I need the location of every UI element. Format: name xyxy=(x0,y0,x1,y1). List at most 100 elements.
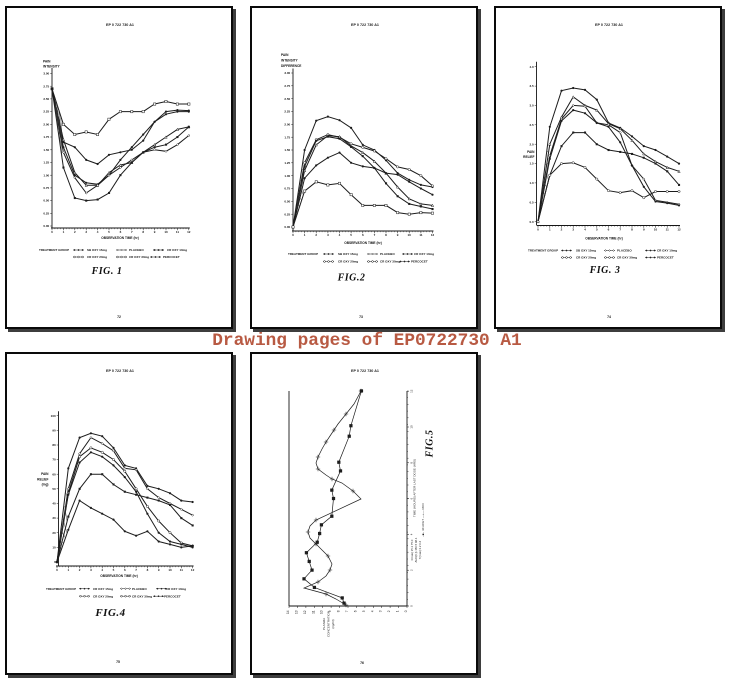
svg-text:3.5: 3.5 xyxy=(529,84,534,88)
svg-text:3: 3 xyxy=(378,610,382,612)
svg-text:11: 11 xyxy=(175,230,179,234)
svg-text:6: 6 xyxy=(409,497,413,499)
svg-text:3: 3 xyxy=(85,230,87,234)
svg-text:0: 0 xyxy=(56,568,58,572)
svg-text:PLACEBO: PLACEBO xyxy=(132,586,147,590)
svg-text:10: 10 xyxy=(319,610,323,614)
svg-text:9: 9 xyxy=(328,610,332,612)
svg-text:PAIN: PAIN xyxy=(41,472,49,476)
svg-text:2.50: 2.50 xyxy=(284,96,290,100)
svg-text:FIG. 3: FIG. 3 xyxy=(588,265,620,276)
svg-text:PERCOCET: PERCOCET xyxy=(163,255,180,259)
svg-text:PLASMA: PLASMA xyxy=(322,617,326,629)
svg-text:4.0: 4.0 xyxy=(529,64,534,68)
svg-text:0.00: 0.00 xyxy=(43,224,49,228)
svg-text:7: 7 xyxy=(130,230,132,234)
svg-text:2: 2 xyxy=(78,568,80,572)
svg-text:1.00: 1.00 xyxy=(43,173,49,177)
svg-text:8: 8 xyxy=(385,233,387,237)
svg-text:8: 8 xyxy=(142,230,144,234)
svg-text:0.00: 0.00 xyxy=(284,225,290,229)
svg-text:40: 40 xyxy=(52,501,56,505)
svg-text:CONCENTRATION: CONCENTRATION xyxy=(326,611,330,637)
svg-text:3.00: 3.00 xyxy=(284,71,290,75)
svg-text:6: 6 xyxy=(607,227,609,231)
svg-text:8: 8 xyxy=(146,568,148,572)
svg-text:PLACEBO: PLACEBO xyxy=(380,252,395,256)
svg-text:EP 0 722 730 A1: EP 0 722 730 A1 xyxy=(351,369,379,373)
svg-text:FIG.4: FIG.4 xyxy=(94,607,125,619)
svg-text:11: 11 xyxy=(665,227,669,231)
svg-text:INTENSITY: INTENSITY xyxy=(281,58,299,62)
svg-text:7: 7 xyxy=(373,233,375,237)
svg-text:FIG.5: FIG.5 xyxy=(424,429,435,458)
svg-text:3: 3 xyxy=(572,227,574,231)
svg-text:CR OXY 10mg: CR OXY 10mg xyxy=(414,252,434,256)
svg-text:74: 74 xyxy=(607,315,611,319)
svg-text:7: 7 xyxy=(135,568,137,572)
svg-text:0: 0 xyxy=(537,227,539,231)
svg-text:OBSERVATION TIME (hr): OBSERVATION TIME (hr) xyxy=(344,241,382,245)
svg-text:3: 3 xyxy=(90,568,92,572)
svg-text:5: 5 xyxy=(361,610,365,612)
svg-text:SB OXY 15mg: SB OXY 15mg xyxy=(87,248,107,252)
svg-text:FIG.2: FIG.2 xyxy=(336,272,365,283)
svg-text:PAIN: PAIN xyxy=(527,149,535,153)
svg-text:1.25: 1.25 xyxy=(43,160,49,164)
svg-text:FIG. 1: FIG. 1 xyxy=(90,266,122,277)
svg-text:1.00: 1.00 xyxy=(284,173,290,177)
svg-text:3.0: 3.0 xyxy=(529,103,534,107)
svg-text:2.0: 2.0 xyxy=(529,142,534,146)
svg-text:2.25: 2.25 xyxy=(43,109,49,113)
svg-text:1.50: 1.50 xyxy=(43,147,49,151)
svg-text:12: 12 xyxy=(430,233,434,237)
svg-text:4: 4 xyxy=(409,533,413,535)
svg-text:7: 7 xyxy=(345,610,349,612)
svg-text:3.00: 3.00 xyxy=(43,71,49,75)
svg-text:8: 8 xyxy=(631,227,633,231)
svg-text:Cmax) 15.1 75.0: Cmax) 15.1 75.0 xyxy=(410,539,414,560)
svg-text:PAIN: PAIN xyxy=(281,53,289,57)
svg-text:T(max) 3.2 6.4: T(max) 3.2 6.4 xyxy=(418,540,422,559)
svg-text:2.75: 2.75 xyxy=(43,84,49,88)
svg-text:EP 0 722 730 A1: EP 0 722 730 A1 xyxy=(106,369,134,373)
svg-text:2.5: 2.5 xyxy=(529,122,534,126)
svg-text:CR OXY 20mg: CR OXY 20mg xyxy=(87,255,107,259)
svg-text:0: 0 xyxy=(51,230,53,234)
svg-text:OBSERVATION TIME (hr): OBSERVATION TIME (hr) xyxy=(100,574,138,578)
svg-text:2: 2 xyxy=(387,610,391,612)
svg-text:TIME (HOURS) AFTER LAST DOSE (: TIME (HOURS) AFTER LAST DOSE (HRS) xyxy=(412,458,416,516)
svg-text:1.50: 1.50 xyxy=(284,148,290,152)
svg-text:0: 0 xyxy=(292,233,294,237)
svg-text:CR OXY 15mg: CR OXY 15mg xyxy=(93,586,113,590)
svg-text:1.5: 1.5 xyxy=(529,161,534,165)
svg-text:SB OXY 15mg: SB OXY 15mg xyxy=(338,252,358,256)
svg-text:0.50: 0.50 xyxy=(43,198,49,202)
svg-text:1.75: 1.75 xyxy=(43,135,49,139)
svg-text:TREATMENT GROUP: TREATMENT GROUP xyxy=(528,248,558,252)
svg-text:CR OXY 30mg: CR OXY 30mg xyxy=(129,255,149,259)
svg-text:1: 1 xyxy=(395,610,399,612)
svg-text:PERCOCET: PERCOCET xyxy=(657,255,674,259)
svg-text:PLACEBO: PLACEBO xyxy=(129,248,144,252)
svg-text:0.50: 0.50 xyxy=(284,199,290,203)
svg-text:3: 3 xyxy=(327,233,329,237)
svg-text:80: 80 xyxy=(52,443,56,447)
svg-text:2.75: 2.75 xyxy=(284,83,290,87)
svg-text:6: 6 xyxy=(123,568,125,572)
svg-text:0.75: 0.75 xyxy=(43,186,49,190)
svg-text:4: 4 xyxy=(338,233,340,237)
svg-text:PERCOCET: PERCOCET xyxy=(164,594,181,598)
svg-text:1: 1 xyxy=(303,233,305,237)
svg-text:EP 0 722 730 A1: EP 0 722 730 A1 xyxy=(106,23,134,27)
svg-text:10: 10 xyxy=(407,233,411,237)
svg-text:1: 1 xyxy=(548,227,550,231)
svg-text:(mg): (mg) xyxy=(41,482,48,486)
svg-text:INTENSITY: INTENSITY xyxy=(43,64,61,68)
svg-text:6: 6 xyxy=(119,230,121,234)
svg-text:9: 9 xyxy=(396,233,398,237)
svg-text:30: 30 xyxy=(52,516,56,520)
svg-text:CR OXY 10mg: CR OXY 10mg xyxy=(657,248,677,252)
svg-text:9: 9 xyxy=(157,568,159,572)
svg-text:SB OXY 15mg: SB OXY 15mg xyxy=(576,248,596,252)
